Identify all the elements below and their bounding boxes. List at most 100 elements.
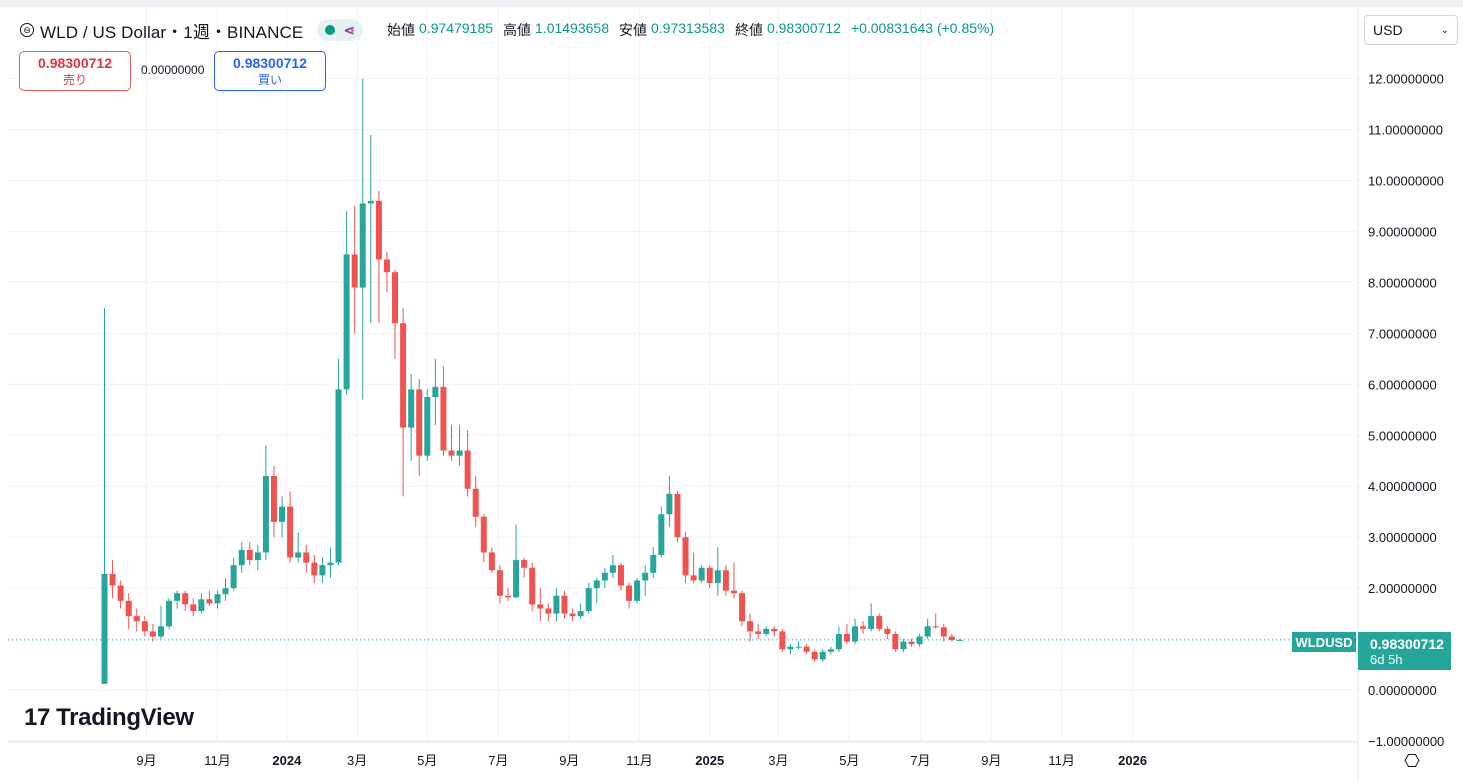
sell-button[interactable]: 0.98300712 売り: [19, 51, 131, 91]
candle-up[interactable]: [553, 595, 560, 614]
candle-down[interactable]: [803, 646, 810, 652]
candle-up[interactable]: [916, 636, 923, 645]
candle-up[interactable]: [819, 651, 826, 660]
candle-down[interactable]: [303, 552, 310, 563]
candle-up[interactable]: [795, 646, 802, 648]
candle-down[interactable]: [529, 567, 536, 605]
candle-down[interactable]: [270, 476, 277, 522]
candle-up[interactable]: [408, 389, 415, 428]
candle-up[interactable]: [634, 580, 641, 601]
candle-up[interactable]: [827, 649, 834, 652]
candle-down[interactable]: [876, 616, 883, 629]
market-status-pill[interactable]: ⋖: [317, 19, 364, 41]
candle-up[interactable]: [835, 633, 842, 650]
candle-down[interactable]: [383, 259, 390, 273]
candle-down[interactable]: [521, 560, 528, 568]
candle-down[interactable]: [149, 631, 156, 637]
candle-down[interactable]: [722, 570, 729, 591]
candle-down[interactable]: [811, 651, 818, 660]
candle-up[interactable]: [424, 397, 431, 456]
candle-up[interactable]: [174, 593, 181, 601]
candle-down[interactable]: [505, 595, 511, 598]
candle-up[interactable]: [157, 626, 164, 637]
candle-up[interactable]: [601, 572, 608, 581]
candle-up[interactable]: [666, 493, 673, 515]
candle-up[interactable]: [698, 567, 705, 581]
candle-up[interactable]: [456, 450, 463, 456]
candle-down[interactable]: [948, 636, 955, 641]
candle-down[interactable]: [932, 626, 939, 628]
candle-down[interactable]: [730, 590, 737, 594]
candle-up[interactable]: [343, 254, 350, 390]
candle-up[interactable]: [295, 552, 302, 558]
candle-down[interactable]: [109, 573, 116, 586]
candle-up[interactable]: [650, 554, 657, 573]
candle-up[interactable]: [254, 552, 261, 561]
candle-down[interactable]: [843, 633, 850, 642]
candle-down[interactable]: [674, 493, 681, 538]
candle-up[interactable]: [642, 572, 649, 581]
candle-down[interactable]: [182, 593, 189, 605]
candle-down[interactable]: [480, 516, 487, 553]
candle-up[interactable]: [238, 549, 245, 566]
candle-down[interactable]: [545, 608, 552, 614]
candle-down[interactable]: [884, 628, 891, 634]
candle-up[interactable]: [432, 386, 439, 398]
candle-up[interactable]: [658, 514, 665, 555]
candle-down[interactable]: [400, 323, 407, 428]
candle-up[interactable]: [956, 639, 963, 641]
candle-down[interactable]: [739, 593, 746, 622]
candle-down[interactable]: [569, 613, 576, 617]
candle-down[interactable]: [351, 254, 358, 288]
candle-down[interactable]: [747, 621, 754, 632]
candle-down[interactable]: [117, 585, 124, 601]
candle-down[interactable]: [860, 626, 867, 629]
candle-down[interactable]: [496, 570, 503, 596]
share-icon[interactable]: ⋖: [343, 21, 356, 38]
candle-down[interactable]: [190, 604, 197, 612]
candle-up[interactable]: [230, 565, 237, 589]
candle-up[interactable]: [924, 626, 931, 637]
candle-down[interactable]: [892, 633, 899, 650]
candle-down[interactable]: [537, 604, 544, 609]
candle-down[interactable]: [779, 631, 786, 650]
candle-down[interactable]: [416, 389, 423, 456]
candle-down[interactable]: [375, 200, 382, 260]
currency-select[interactable]: USD ⌄: [1364, 15, 1458, 45]
candle-up[interactable]: [367, 200, 374, 204]
candle-up[interactable]: [593, 580, 600, 589]
candle-up[interactable]: [214, 594, 221, 604]
candle-up[interactable]: [319, 565, 326, 576]
candle-up[interactable]: [585, 588, 592, 612]
candle-up[interactable]: [787, 646, 794, 650]
candle-down[interactable]: [206, 599, 213, 604]
candle-up[interactable]: [262, 476, 269, 553]
candle-down[interactable]: [626, 585, 633, 601]
candle-up[interactable]: [166, 600, 173, 627]
candle-down[interactable]: [125, 600, 132, 617]
candle-down[interactable]: [311, 562, 318, 576]
buy-button[interactable]: 0.98300712 買い: [214, 51, 326, 91]
candle-down[interactable]: [771, 628, 778, 632]
candle-up[interactable]: [359, 203, 366, 288]
candle-down[interactable]: [908, 641, 915, 645]
candle-down[interactable]: [755, 631, 762, 634]
candle-down[interactable]: [440, 386, 447, 451]
candle-down[interactable]: [488, 552, 495, 571]
candle-up[interactable]: [714, 570, 721, 584]
candle-down[interactable]: [690, 575, 697, 581]
candle-up[interactable]: [577, 611, 584, 617]
settings-icon[interactable]: ⎔: [1404, 750, 1420, 771]
candle-down[interactable]: [472, 488, 479, 517]
candle-up[interactable]: [335, 389, 342, 563]
candle-down[interactable]: [682, 537, 689, 576]
candle-up[interactable]: [279, 506, 286, 522]
candle-up[interactable]: [222, 588, 229, 595]
candle-up[interactable]: [101, 573, 108, 684]
candle-up[interactable]: [513, 560, 520, 598]
candle-down[interactable]: [464, 450, 471, 489]
candle-up[interactable]: [900, 641, 907, 650]
candle-down[interactable]: [246, 549, 253, 561]
candle-down[interactable]: [448, 450, 455, 456]
